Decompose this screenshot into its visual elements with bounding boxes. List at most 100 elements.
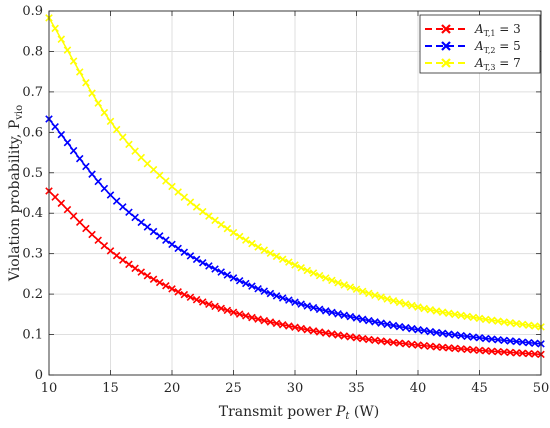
legend: AT,1 = 3 AT,2 = 5 AT,3 = 7 bbox=[419, 14, 541, 74]
data-point-marker bbox=[155, 232, 164, 240]
x-tick-label: 45 bbox=[471, 381, 488, 396]
legend-entry-2: AT,2 = 5 bbox=[474, 39, 521, 55]
data-point-marker bbox=[469, 313, 478, 322]
data-point-marker bbox=[88, 230, 96, 239]
data-point-marker bbox=[309, 303, 318, 312]
data-point-marker bbox=[389, 296, 398, 305]
data-point-marker bbox=[112, 197, 121, 205]
data-point-marker bbox=[82, 78, 90, 87]
data-point-marker bbox=[174, 188, 182, 196]
data-point-marker bbox=[309, 269, 318, 277]
data-point-marker bbox=[51, 193, 59, 201]
data-point-marker bbox=[383, 295, 392, 303]
data-point-marker bbox=[180, 193, 189, 201]
data-point-marker bbox=[285, 296, 293, 304]
data-point-marker bbox=[469, 346, 478, 354]
data-point-marker bbox=[531, 322, 539, 330]
data-point-marker bbox=[75, 68, 84, 76]
data-point-marker bbox=[57, 35, 66, 43]
data-point-marker bbox=[69, 146, 78, 155]
data-point-marker bbox=[377, 319, 385, 327]
data-point-marker bbox=[137, 268, 146, 276]
data-point-marker bbox=[242, 312, 250, 320]
y-tick-label: 0.1 bbox=[22, 328, 43, 343]
legend-swatch-marker bbox=[441, 58, 451, 68]
data-point-marker bbox=[371, 318, 379, 326]
data-point-marker bbox=[494, 317, 502, 325]
data-point-marker bbox=[254, 243, 262, 251]
data-point-marker bbox=[88, 170, 96, 178]
grid bbox=[48, 10, 542, 376]
data-point-marker bbox=[524, 349, 533, 358]
data-point-marker bbox=[469, 333, 478, 341]
data-point-marker bbox=[395, 322, 404, 331]
data-point-marker bbox=[358, 287, 367, 296]
data-point-marker bbox=[69, 57, 78, 65]
data-point-marker bbox=[512, 337, 521, 346]
data-point-marker bbox=[494, 335, 502, 344]
data-point-marker bbox=[69, 212, 78, 220]
x-tick-label: 30 bbox=[287, 381, 304, 396]
x-tick-label: 10 bbox=[41, 381, 58, 396]
data-point-marker bbox=[408, 301, 416, 310]
data-point-marker bbox=[408, 340, 416, 349]
y-axis-label: Violation probability, Pvio bbox=[7, 105, 25, 282]
data-point-marker bbox=[377, 293, 385, 301]
y-tick-label: 0.8 bbox=[22, 44, 43, 59]
data-point-marker bbox=[205, 300, 213, 309]
data-point-marker bbox=[463, 312, 471, 321]
data-point-marker bbox=[137, 153, 146, 162]
data-point-marker bbox=[451, 344, 459, 353]
data-point-marker bbox=[438, 343, 447, 352]
data-point-marker bbox=[112, 125, 121, 134]
data-point-marker bbox=[192, 203, 201, 211]
data-point-marker bbox=[260, 316, 269, 325]
data-point-marker bbox=[229, 274, 238, 282]
data-point-marker bbox=[82, 162, 90, 171]
data-point-marker bbox=[518, 320, 527, 329]
data-point-marker bbox=[444, 344, 453, 352]
data-point-marker bbox=[315, 305, 324, 314]
data-point-marker bbox=[75, 218, 84, 227]
data-point-marker bbox=[426, 327, 435, 336]
data-point-marker bbox=[278, 320, 287, 329]
data-point-marker bbox=[168, 285, 176, 293]
y-tick-label: 0.2 bbox=[22, 287, 43, 302]
data-point-marker bbox=[303, 325, 312, 334]
data-point-marker bbox=[229, 228, 238, 237]
data-point-marker bbox=[531, 350, 539, 358]
y-tick-label: 0.6 bbox=[22, 125, 43, 140]
data-point-marker bbox=[254, 284, 262, 293]
data-point-marker bbox=[512, 319, 521, 328]
data-point-marker bbox=[315, 271, 324, 280]
data-point-marker bbox=[248, 313, 256, 322]
data-point-marker bbox=[285, 322, 293, 330]
data-point-marker bbox=[272, 292, 281, 300]
data-point-marker bbox=[131, 264, 139, 273]
data-point-marker bbox=[211, 216, 219, 225]
data-point-marker bbox=[432, 343, 441, 351]
data-point-marker bbox=[100, 108, 109, 117]
data-point-marker bbox=[383, 320, 392, 329]
data-point-marker bbox=[168, 240, 176, 249]
data-point-marker bbox=[131, 147, 139, 155]
data-point-marker bbox=[63, 46, 72, 54]
data-point-marker bbox=[291, 298, 299, 306]
data-point-marker bbox=[365, 289, 373, 298]
data-point-marker bbox=[260, 246, 269, 254]
data-point-marker bbox=[414, 303, 422, 311]
data-point-marker bbox=[125, 208, 133, 217]
data-point-marker bbox=[125, 140, 133, 149]
x-tick-label: 25 bbox=[225, 381, 242, 396]
data-point-marker bbox=[229, 308, 238, 317]
data-point-marker bbox=[291, 261, 299, 269]
data-point-marker bbox=[235, 277, 244, 285]
data-point-marker bbox=[297, 264, 305, 272]
data-point-marker bbox=[223, 271, 232, 279]
data-point-marker bbox=[94, 236, 102, 245]
data-point-marker bbox=[371, 336, 379, 345]
data-point-marker bbox=[106, 247, 115, 255]
data-point-marker bbox=[112, 251, 121, 260]
data-point-marker bbox=[143, 223, 152, 231]
